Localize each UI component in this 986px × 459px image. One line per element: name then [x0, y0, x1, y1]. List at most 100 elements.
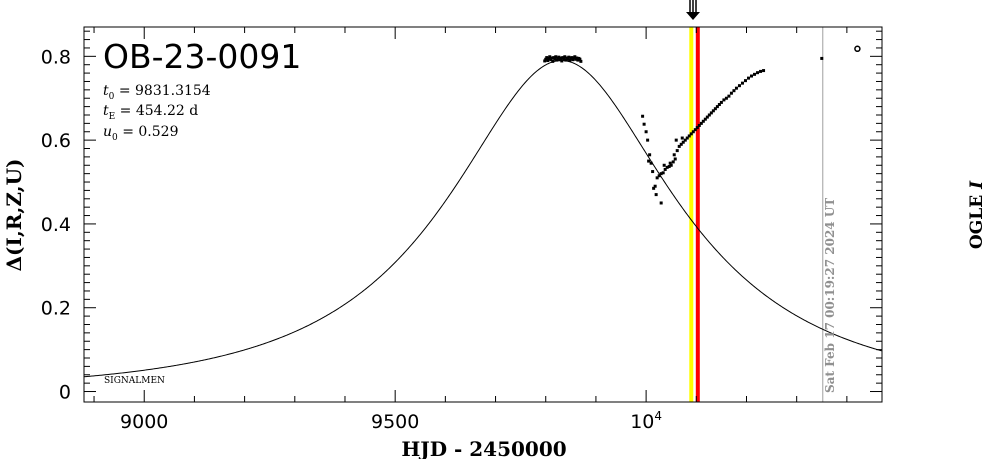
data-point: [647, 159, 651, 163]
param-t0-symbol: t: [103, 83, 109, 99]
data-point: [707, 113, 711, 117]
data-point: [699, 121, 703, 125]
data-point: [673, 157, 677, 161]
data-point: [555, 58, 559, 62]
y-tick-label: 0.2: [41, 298, 71, 320]
data-point: [544, 57, 548, 61]
param-u0-value: = 0.529: [118, 124, 179, 140]
data-point: [549, 58, 553, 62]
data-point: [677, 144, 681, 148]
model-curve: [83, 60, 883, 378]
data-point: [746, 76, 750, 80]
data-point: [663, 167, 667, 171]
data-point: [703, 117, 707, 121]
data-point: [687, 134, 691, 138]
data-point: [554, 55, 558, 59]
data-point: [564, 58, 568, 62]
y-tick-label: 0: [59, 382, 71, 404]
data-point: [693, 128, 697, 132]
credit-label: SIGNALMEN: [104, 376, 165, 386]
data-point: [563, 55, 567, 59]
data-point: [695, 126, 699, 130]
data-point: [715, 105, 719, 109]
data-point: [685, 136, 689, 140]
param-tE: tE = 454.22 d: [103, 103, 198, 122]
date-stamp: Sat Feb 17 00:19:27 2024 UT: [823, 198, 837, 393]
data-point: [545, 56, 549, 60]
data-point: [546, 59, 550, 63]
data-point: [558, 58, 562, 62]
mark-layer: 9000 9500 104 0 0.2 0.4 0.6 0.8: [41, 45, 883, 433]
data-point: [709, 111, 713, 115]
param-tE-symbol: t: [103, 103, 109, 119]
data-point: [668, 161, 672, 165]
band-label-name: OGLE: [967, 195, 986, 249]
data-point: [762, 69, 766, 73]
data-point: [713, 107, 717, 111]
data-point: [567, 55, 571, 59]
param-t0-sub: 0: [109, 92, 115, 102]
data-point: [575, 56, 579, 60]
data-point: [759, 69, 763, 73]
data-point: [661, 171, 665, 175]
data-point: [727, 94, 731, 98]
data-point: [562, 57, 566, 61]
data-point: [573, 55, 577, 59]
data-point: [550, 56, 554, 60]
param-u0-symbol: u: [103, 124, 112, 140]
data-point: [557, 55, 561, 59]
data-point: [820, 56, 824, 60]
data-point: [672, 153, 676, 157]
data-point: [722, 98, 726, 102]
data-point: [671, 160, 675, 164]
data-point: [547, 56, 551, 60]
y-tick-label: 0.6: [41, 130, 71, 152]
data-point: [578, 57, 582, 61]
data-point: [543, 59, 547, 63]
y-tick-label: 0.8: [41, 46, 71, 68]
x-axis-title: HJD - 2450000: [401, 437, 566, 459]
param-tE-value: = 454.22 d: [115, 103, 198, 119]
data-point: [689, 132, 693, 136]
data-point: [653, 184, 657, 188]
data-point: [734, 86, 738, 90]
data-point: [551, 59, 555, 63]
x-tick-label: 104: [630, 409, 662, 433]
data-point: [717, 103, 721, 107]
data-point: [753, 72, 757, 76]
data-point: [705, 115, 709, 119]
param-t0: t0 = 9831.3154: [103, 83, 211, 102]
data-point: [576, 58, 580, 62]
data-point: [559, 56, 563, 60]
y-axis-title: Δ(I,R,Z,U): [2, 159, 26, 272]
plot-frame: [83, 26, 883, 403]
data-point: [652, 186, 656, 190]
data-point: [750, 74, 754, 78]
data-point: [683, 138, 687, 142]
data-point: [649, 161, 653, 165]
data-point: [654, 193, 658, 197]
data-point: [756, 71, 760, 75]
data-point: [659, 201, 663, 205]
x-tick-label: 9500: [371, 411, 419, 433]
data-point: [662, 163, 666, 167]
band-label: OGLE I: [967, 180, 986, 249]
x-tick-label-exponent: 4: [654, 409, 662, 423]
data-point: [579, 59, 583, 63]
data-point: [674, 138, 678, 142]
data-point: [657, 174, 661, 178]
data-point: [679, 142, 683, 146]
x-tick-label: 9000: [120, 411, 168, 433]
data-point: [701, 119, 705, 123]
plot-layer: [83, 26, 883, 403]
data-point: [651, 170, 655, 174]
data-point: [737, 84, 741, 88]
data-point: [724, 96, 728, 100]
event-title: OB-23-0091: [103, 37, 301, 76]
data-point: [743, 79, 747, 83]
data-point: [655, 176, 659, 180]
data-point: [681, 140, 685, 144]
data-point: [675, 149, 679, 153]
data-point: [646, 138, 650, 142]
